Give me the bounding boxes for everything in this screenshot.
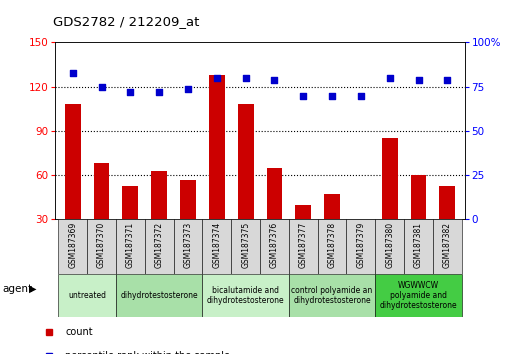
Point: [357, 93, 365, 98]
Bar: [375, 219, 404, 274]
Text: GSM187369: GSM187369: [68, 222, 77, 268]
Bar: [318, 219, 346, 274]
Bar: [202, 274, 289, 317]
Bar: [231, 219, 260, 274]
Text: GSM187380: GSM187380: [385, 222, 394, 268]
Text: GSM187373: GSM187373: [184, 222, 193, 268]
Bar: [289, 274, 375, 317]
Text: percentile rank within the sample: percentile rank within the sample: [65, 351, 230, 354]
Text: control polyamide an
dihydrotestosterone: control polyamide an dihydrotestosterone: [291, 286, 373, 305]
Bar: [65, 104, 81, 219]
Point: [299, 93, 307, 98]
Text: GSM187382: GSM187382: [443, 222, 452, 268]
Bar: [87, 219, 116, 274]
Text: GSM187372: GSM187372: [155, 222, 164, 268]
Bar: [58, 219, 87, 274]
Bar: [238, 104, 253, 219]
Bar: [122, 185, 138, 219]
Text: untreated: untreated: [68, 291, 106, 300]
Bar: [404, 219, 433, 274]
Bar: [439, 185, 455, 219]
Bar: [180, 180, 196, 219]
Point: [97, 84, 106, 90]
Bar: [411, 175, 427, 219]
Bar: [433, 219, 462, 274]
Bar: [145, 219, 174, 274]
Text: bicalutamide and
dihydrotestosterone: bicalutamide and dihydrotestosterone: [207, 286, 285, 305]
Text: GSM187376: GSM187376: [270, 222, 279, 268]
Bar: [116, 274, 202, 317]
Bar: [324, 194, 340, 219]
Text: GSM187370: GSM187370: [97, 222, 106, 268]
Text: count: count: [65, 327, 93, 337]
Text: GSM187379: GSM187379: [356, 222, 365, 268]
Point: [213, 75, 221, 81]
Text: GSM187371: GSM187371: [126, 222, 135, 268]
Point: [69, 70, 77, 75]
Text: WGWWCW
polyamide and
dihydrotestosterone: WGWWCW polyamide and dihydrotestosterone: [380, 281, 457, 310]
Bar: [260, 219, 289, 274]
Bar: [174, 219, 202, 274]
Bar: [382, 138, 398, 219]
Text: GSM187375: GSM187375: [241, 222, 250, 268]
Text: GSM187381: GSM187381: [414, 222, 423, 268]
Bar: [346, 219, 375, 274]
Text: ▶: ▶: [29, 284, 36, 294]
Bar: [209, 75, 225, 219]
Point: [443, 77, 451, 82]
Point: [414, 77, 423, 82]
Bar: [58, 274, 116, 317]
Bar: [289, 219, 318, 274]
Bar: [267, 168, 282, 219]
Bar: [116, 219, 145, 274]
Point: [328, 93, 336, 98]
Text: GDS2782 / 212209_at: GDS2782 / 212209_at: [53, 15, 199, 28]
Point: [126, 89, 135, 95]
Point: [184, 86, 192, 91]
Point: [155, 89, 163, 95]
Bar: [202, 219, 231, 274]
Point: [385, 75, 394, 81]
Point: [241, 75, 250, 81]
Text: GSM187377: GSM187377: [299, 222, 308, 268]
Bar: [295, 205, 311, 219]
Text: dihydrotestosterone: dihydrotestosterone: [120, 291, 198, 300]
Bar: [93, 164, 109, 219]
Bar: [375, 274, 462, 317]
Point: [270, 77, 279, 82]
Text: agent: agent: [3, 284, 33, 294]
Text: GSM187378: GSM187378: [327, 222, 336, 268]
Bar: [151, 171, 167, 219]
Text: GSM187374: GSM187374: [212, 222, 221, 268]
